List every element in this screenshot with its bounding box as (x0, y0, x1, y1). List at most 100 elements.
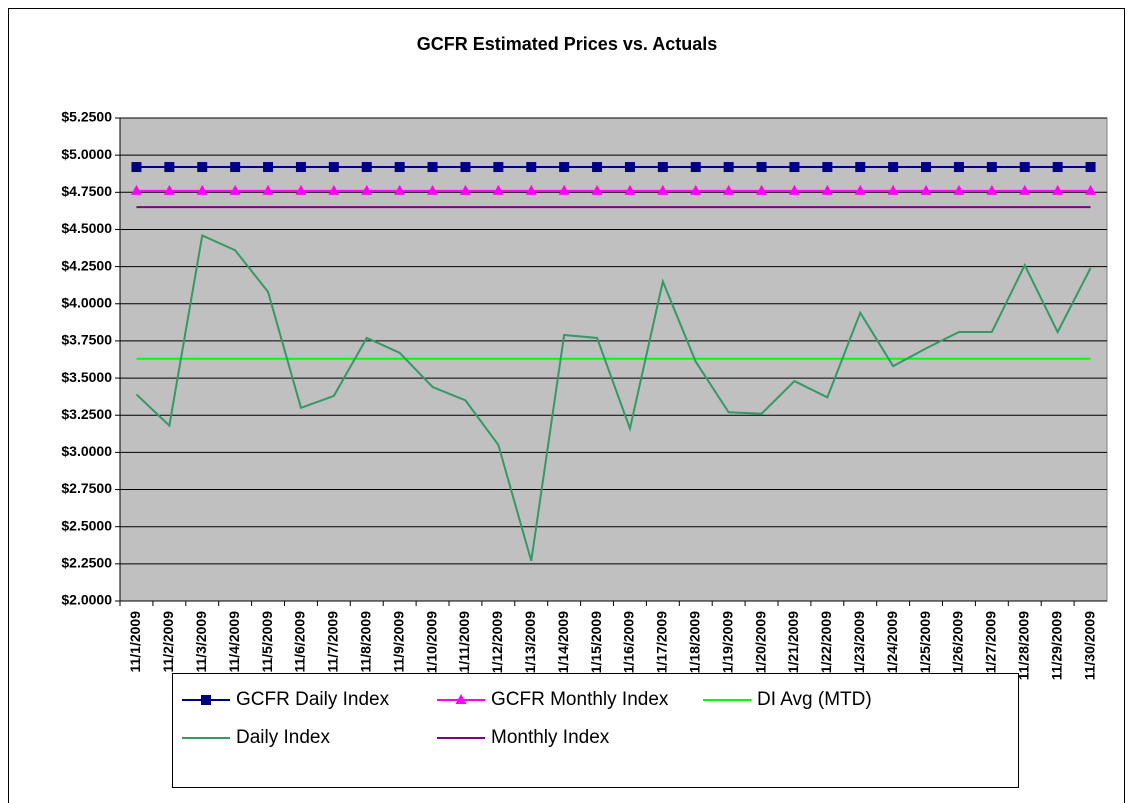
x-tick-label: 11/20/2009 (752, 611, 768, 681)
marker (953, 162, 964, 173)
marker (723, 184, 735, 195)
x-tick-label: 11/10/2009 (423, 611, 439, 681)
y-tick-label: $3.0000 (61, 443, 112, 459)
legend-box (172, 673, 1019, 788)
marker (525, 184, 537, 195)
marker (229, 184, 241, 195)
marker (690, 184, 702, 195)
marker (328, 162, 339, 173)
marker (295, 162, 306, 173)
marker (1052, 184, 1064, 195)
marker (756, 162, 767, 173)
y-tick-label: $5.0000 (61, 146, 112, 162)
marker (427, 162, 438, 173)
marker (855, 162, 866, 173)
marker (361, 162, 372, 173)
marker (455, 694, 467, 704)
x-tick-label: 11/19/2009 (719, 611, 735, 681)
marker (492, 184, 504, 195)
marker (295, 184, 307, 195)
x-tick-label: 11/5/2009 (259, 611, 275, 673)
x-tick-label: 11/21/2009 (785, 611, 801, 681)
legend-label: GCFR Monthly Index (491, 689, 669, 710)
legend-label: GCFR Daily Index (236, 689, 390, 710)
marker (821, 184, 833, 195)
marker (263, 162, 274, 173)
x-tick-label: 11/22/2009 (818, 611, 834, 681)
x-tick-label: 11/15/2009 (588, 611, 604, 681)
marker (822, 162, 833, 173)
y-tick-label: $4.2500 (61, 257, 112, 273)
y-tick-label: $2.7500 (61, 480, 112, 496)
marker (1052, 162, 1063, 173)
y-tick-label: $2.2500 (61, 555, 112, 571)
marker (361, 184, 373, 195)
x-tick-label: 11/27/2009 (983, 611, 999, 681)
marker (657, 184, 669, 195)
marker (197, 162, 208, 173)
marker (328, 184, 340, 195)
marker (131, 162, 142, 173)
marker (394, 184, 406, 195)
marker (953, 184, 965, 195)
x-tick-label: 11/1/2009 (127, 611, 143, 673)
x-tick-label: 11/28/2009 (1015, 611, 1031, 681)
x-tick-label: 11/30/2009 (1081, 611, 1097, 681)
marker (196, 184, 208, 195)
marker (920, 184, 932, 195)
x-tick-label: 11/16/2009 (621, 611, 637, 681)
y-tick-label: $2.0000 (61, 592, 112, 608)
x-tick-label: 11/17/2009 (654, 611, 670, 681)
y-tick-label: $2.5000 (61, 517, 112, 533)
y-tick-label: $4.5000 (61, 220, 112, 236)
x-tick-label: 11/18/2009 (686, 611, 702, 681)
x-tick-label: 11/25/2009 (917, 611, 933, 681)
y-tick-label: $3.7500 (61, 332, 112, 348)
marker (624, 184, 636, 195)
x-tick-label: 11/13/2009 (522, 611, 538, 681)
legend-label: Monthly Index (491, 727, 610, 748)
marker (986, 162, 997, 173)
y-tick-label: $3.5000 (61, 369, 112, 385)
marker (394, 162, 405, 173)
marker (130, 184, 142, 195)
marker (559, 162, 570, 173)
marker (624, 162, 635, 173)
marker (986, 184, 998, 195)
x-tick-label: 11/7/2009 (325, 611, 341, 673)
x-tick-label: 11/23/2009 (851, 611, 867, 681)
y-tick-label: $4.7500 (61, 183, 112, 199)
x-tick-label: 11/11/2009 (456, 611, 472, 680)
marker (230, 162, 241, 173)
marker (756, 184, 768, 195)
marker (657, 162, 668, 173)
marker (854, 184, 866, 195)
marker (888, 162, 899, 173)
marker (921, 162, 932, 173)
x-tick-label: 11/26/2009 (950, 611, 966, 681)
marker (591, 184, 603, 195)
marker (460, 162, 471, 173)
marker (1019, 184, 1031, 195)
x-tick-label: 11/9/2009 (390, 611, 406, 673)
marker (164, 162, 175, 173)
x-tick-label: 11/2/2009 (160, 611, 176, 673)
marker (690, 162, 701, 173)
marker (427, 184, 439, 195)
x-tick-label: 11/29/2009 (1048, 611, 1064, 681)
marker (262, 184, 274, 195)
marker (459, 184, 471, 195)
y-tick-label: $3.2500 (61, 406, 112, 422)
legend-label: Daily Index (236, 727, 330, 748)
marker (1085, 162, 1096, 173)
x-tick-label: 11/8/2009 (357, 611, 373, 673)
legend-label: DI Avg (MTD) (757, 689, 872, 710)
x-tick-label: 11/3/2009 (193, 611, 209, 673)
x-tick-label: 11/12/2009 (489, 611, 505, 681)
chart-title: GCFR Estimated Prices vs. Actuals (417, 34, 717, 54)
series-line (135, 233, 1092, 562)
marker (723, 162, 734, 173)
marker (493, 162, 504, 173)
marker (558, 184, 570, 195)
marker (592, 162, 603, 173)
